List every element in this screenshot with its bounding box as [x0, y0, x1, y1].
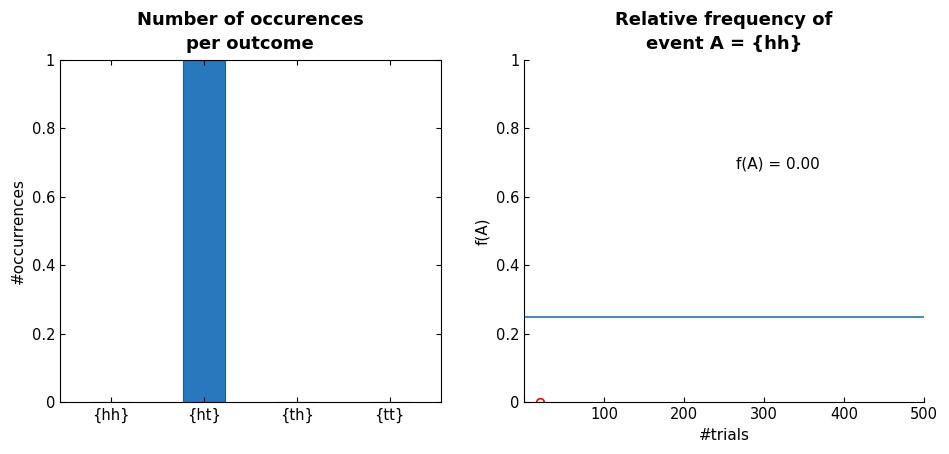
Y-axis label: f(A): f(A)	[475, 217, 491, 245]
X-axis label: #trials: #trials	[698, 428, 750, 443]
Title: Number of occurences
per outcome: Number of occurences per outcome	[137, 11, 363, 53]
Text: f(A) = 0.00: f(A) = 0.00	[736, 157, 820, 172]
Y-axis label: #occurrences: #occurrences	[11, 178, 27, 284]
Bar	[183, 60, 225, 403]
Title: Relative frequency of
event A = {hh}: Relative frequency of event A = {hh}	[615, 11, 833, 53]
